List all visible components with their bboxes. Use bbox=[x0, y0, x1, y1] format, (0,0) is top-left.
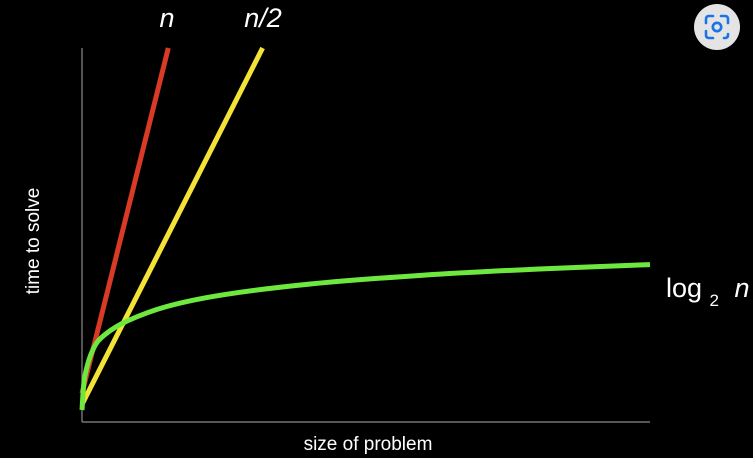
lens-search-button[interactable] bbox=[694, 4, 740, 50]
label-layer: n n/2 log 2 n bbox=[159, 3, 750, 312]
x-axis-label: size of problem bbox=[304, 434, 433, 455]
series-label-log2-n: log 2 n bbox=[666, 273, 750, 312]
series-label-n: n bbox=[159, 3, 174, 33]
series-line-log2-n bbox=[79, 262, 651, 411]
series-layer bbox=[79, 46, 651, 411]
series-line-n-half bbox=[79, 46, 265, 406]
y-axis-label: time to solve bbox=[23, 188, 44, 295]
series-label-n-half: n/2 bbox=[244, 3, 282, 33]
axes bbox=[81, 48, 650, 423]
lens-search-icon bbox=[704, 14, 730, 40]
series-line-n bbox=[79, 47, 171, 394]
